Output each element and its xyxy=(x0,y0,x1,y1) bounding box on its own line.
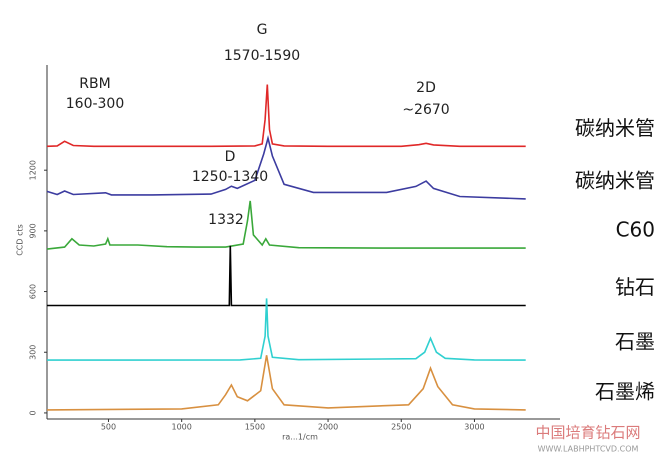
series-label: 石墨 xyxy=(615,330,655,354)
annotation: 2D xyxy=(416,80,436,96)
x-tick-label: 2000 xyxy=(318,423,338,432)
annotation: RBM xyxy=(79,76,110,92)
spectrum-line xyxy=(46,298,526,361)
series-label: 碳纳米管 xyxy=(575,168,655,192)
spectrum-line xyxy=(46,200,526,250)
y-tick-label: 600 xyxy=(29,284,38,299)
annotation: 160-300 xyxy=(66,96,125,112)
series-label: 碳纳米管 xyxy=(575,116,655,140)
spectrum-line xyxy=(46,135,526,200)
x-axis-label: ra...1/cm xyxy=(282,433,318,442)
watermark: WWW.LABHPHTCVD.COM xyxy=(538,445,639,454)
y-tick-label: 300 xyxy=(29,345,38,360)
y-tick-label: 900 xyxy=(29,223,38,238)
series-label: C60 xyxy=(616,218,655,242)
y-tick-label: 1200 xyxy=(29,160,38,180)
series-label: 石墨烯 xyxy=(595,379,655,403)
annotation: D xyxy=(225,149,236,165)
x-tick-label: 2500 xyxy=(391,423,411,432)
annotation: 1570-1590 xyxy=(224,48,300,64)
spectrum-line xyxy=(47,245,526,307)
x-tick-label: 3000 xyxy=(464,423,484,432)
y-axis-label: CCD cts xyxy=(16,224,25,256)
annotation: G xyxy=(257,22,268,38)
x-tick-label: 1500 xyxy=(245,423,265,432)
annotation: 1332 xyxy=(208,212,244,228)
spectrum-line xyxy=(46,84,526,148)
annotation: 1250-1340 xyxy=(192,169,268,185)
y-tick-label: 0 xyxy=(29,410,38,415)
series-label: 钻石 xyxy=(615,275,655,299)
x-tick-label: 500 xyxy=(101,423,116,432)
x-tick-label: 1000 xyxy=(171,423,191,432)
spectrum-line xyxy=(46,355,526,411)
watermark: 中国培育钻石网 xyxy=(535,424,640,442)
annotation: ~2670 xyxy=(402,102,449,118)
